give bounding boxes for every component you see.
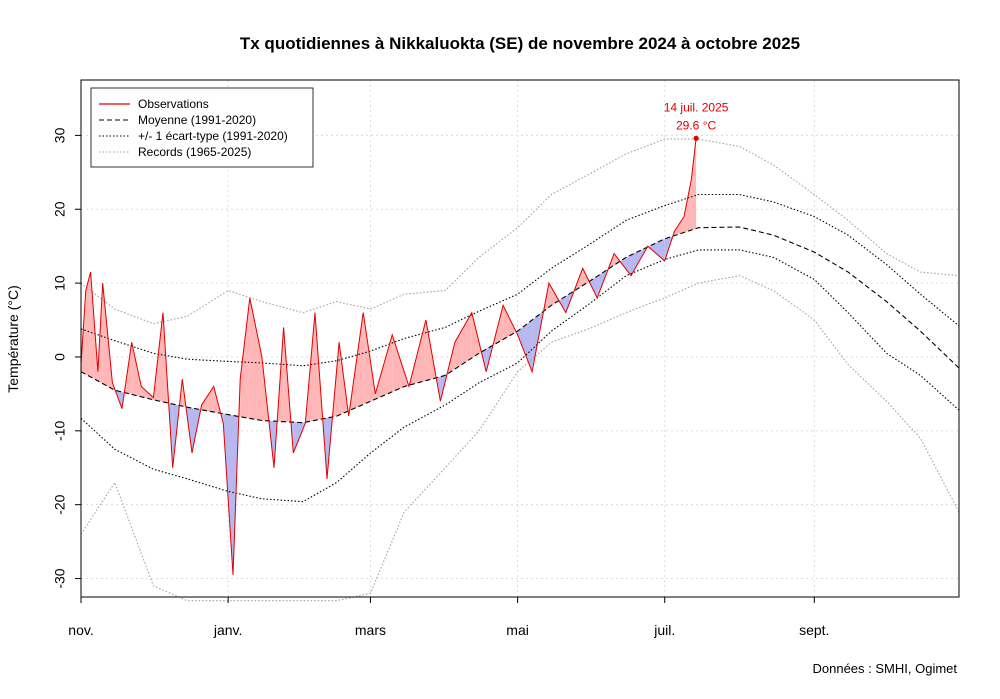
- chart-title: Tx quotidiennes à Nikkaluokta (SE) de no…: [240, 34, 800, 53]
- anomaly-fills: [81, 138, 697, 575]
- legend-label-records: Records (1965-2025): [138, 145, 251, 159]
- observation-line: [80, 138, 697, 575]
- y-tick-label: 30: [52, 127, 68, 143]
- y-axis-label: Température (°C): [5, 285, 21, 393]
- x-tick-label: mai: [506, 622, 529, 638]
- sd-lower-line: [80, 249, 960, 503]
- legend: Observations Moyenne (1991-2020) +/- 1 é…: [90, 87, 314, 168]
- anomaly-fill: [517, 320, 533, 372]
- anomaly-fill: [454, 312, 472, 370]
- peak-point: [693, 135, 699, 141]
- mean-line: [80, 226, 960, 424]
- x-tick-label: mars: [355, 622, 386, 638]
- anomaly-fill: [648, 238, 665, 261]
- y-tick-label: -10: [52, 420, 68, 440]
- plot-frame: [80, 79, 960, 598]
- anomaly-fill: [249, 297, 262, 421]
- anomaly-fill: [85, 272, 91, 377]
- x-tick-label: juil.: [653, 622, 675, 638]
- y-tick-label: -20: [52, 494, 68, 514]
- x-axis: nov. janv. mars mai juil. sept.: [68, 597, 829, 638]
- record-max-line: [80, 138, 960, 325]
- anomaly-fill: [201, 386, 214, 412]
- legend-label-mean: Moyenne (1991-2020): [138, 113, 256, 127]
- observation-series: [80, 138, 697, 575]
- legend-label-observations: Observations: [138, 97, 209, 111]
- anomaly-fill: [674, 216, 684, 236]
- peak-date-label: 14 juil. 2025: [664, 100, 729, 114]
- y-tick-label: -30: [52, 568, 68, 588]
- peak-annotation: 14 juil. 2025 29.6 °C: [664, 100, 729, 141]
- data-credit: Données : SMHI, Ogimet: [813, 661, 958, 676]
- anomaly-fill: [589, 276, 598, 298]
- anomaly-fill: [240, 297, 250, 419]
- y-axis: 30 20 10 0 -10 -20 -30: [52, 127, 81, 589]
- y-tick-label: 10: [52, 275, 68, 291]
- sd-upper-line: [80, 193, 960, 367]
- y-tick-label: 0: [52, 353, 68, 361]
- record-min-line: [80, 275, 960, 602]
- anomaly-fill: [684, 179, 692, 233]
- anomaly-fill: [558, 296, 566, 313]
- peak-value-label: 29.6 °C: [676, 118, 716, 132]
- anomaly-fill: [691, 138, 697, 231]
- legend-box: [90, 87, 314, 168]
- x-tick-label: sept.: [799, 622, 829, 638]
- anomaly-fill: [131, 342, 142, 397]
- legend-label-sd: +/- 1 écart-type (1991-2020): [138, 129, 288, 143]
- x-tick-label: nov.: [68, 622, 93, 638]
- anomaly-fill: [548, 283, 559, 308]
- y-tick-label: 20: [52, 201, 68, 217]
- x-tick-label: janv.: [213, 622, 243, 638]
- anomaly-fill: [503, 305, 517, 340]
- reference-lines: [80, 138, 960, 602]
